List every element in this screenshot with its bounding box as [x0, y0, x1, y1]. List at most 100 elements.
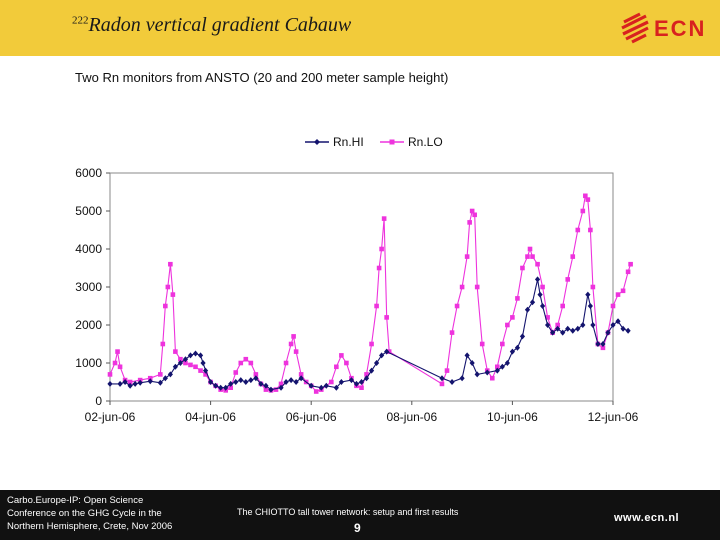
data-point-rnhi: [570, 327, 576, 334]
data-point-rnlo: [500, 341, 505, 347]
data-point-rnhi: [575, 325, 581, 332]
y-tick-label: 1000: [75, 356, 102, 370]
data-point-rnlo: [575, 227, 581, 233]
data-point-rnlo: [459, 284, 465, 290]
data-point-rnlo: [449, 330, 455, 335]
data-point-rnlo: [560, 303, 565, 309]
chart-subtitle: Two Rn monitors from ANSTO (20 and 200 m…: [75, 70, 449, 85]
data-point-rnlo: [580, 208, 586, 214]
data-point-rnhi: [228, 380, 234, 387]
data-point-rnlo: [178, 356, 183, 362]
title-text: Radon vertical gradient Cabauw: [88, 14, 352, 36]
data-point-rnhi: [202, 367, 209, 374]
data-point-rnhi: [550, 329, 556, 336]
data-point-rnlo: [464, 254, 470, 259]
data-point-rnlo: [313, 389, 319, 394]
data-point-rnlo: [160, 341, 166, 347]
page-title: 222Radon vertical gradient Cabauw: [72, 14, 351, 37]
data-point-rnhi: [208, 379, 214, 385]
data-point-rnhi: [358, 379, 365, 385]
x-tick-label: 12-jun-06: [588, 410, 639, 424]
data-point-rnhi: [283, 379, 289, 385]
data-point-rnhi: [519, 333, 526, 340]
data-point-rnlo: [334, 364, 339, 370]
data-point-rnhi: [197, 352, 204, 359]
data-point-rnhi: [379, 352, 385, 359]
data-point-rnhi: [338, 379, 344, 385]
data-point-rnlo: [600, 345, 606, 351]
data-point-rnhi: [565, 325, 571, 332]
y-tick-label: 4000: [75, 242, 102, 256]
data-point-rnlo: [198, 368, 203, 373]
data-point-rnlo: [288, 341, 294, 347]
data-point-rnhi: [122, 379, 128, 385]
data-point-rnhi: [248, 377, 254, 384]
data-point-rnlo: [628, 261, 633, 267]
data-point-rnlo: [379, 246, 384, 252]
footer-conference-line1: Carbo.Europe-IP: Open Science: [7, 495, 144, 506]
data-point-rnlo: [467, 220, 472, 225]
data-point-rnhi: [534, 276, 541, 283]
data-point-rnlo: [243, 356, 249, 362]
data-point-rnhi: [504, 360, 510, 366]
data-point-rnhi: [137, 379, 143, 386]
data-point-rnlo: [479, 341, 485, 347]
data-point-rnlo: [545, 315, 550, 320]
data-point-rnlo: [610, 303, 616, 309]
data-point-rnhi: [499, 363, 505, 370]
data-point-rnhi: [610, 322, 616, 328]
ecn-logo-text: ECN: [654, 16, 706, 41]
y-tick-label: 0: [95, 394, 102, 408]
page-number: 9: [354, 521, 361, 535]
data-point-rnlo: [278, 381, 284, 387]
legend-marker-rnlo: [389, 139, 395, 145]
footer-url: www.ecn.nl: [614, 512, 680, 524]
data-point-rnhi: [555, 325, 561, 332]
y-tick-label: 2000: [75, 318, 102, 332]
data-point-rnhi: [233, 379, 239, 385]
data-point-rnhi: [494, 367, 500, 374]
data-point-rnhi: [213, 382, 219, 389]
data-point-rnhi: [318, 384, 324, 391]
data-point-rnlo: [183, 360, 188, 366]
data-point-rnhi: [539, 303, 546, 309]
data-point-rnlo: [369, 341, 374, 347]
data-point-rnhi: [172, 363, 178, 370]
data-point-rnlo: [203, 372, 208, 377]
data-point-rnlo: [535, 261, 540, 267]
data-point-rnhi: [449, 379, 455, 385]
x-tick-label: 04-jun-06: [185, 410, 236, 424]
data-point-rnhi: [147, 378, 153, 385]
data-point-rnlo: [469, 208, 475, 214]
data-point-rnhi: [469, 360, 475, 366]
data-point-rnlo: [565, 277, 571, 282]
data-point-rnhi: [238, 377, 244, 384]
data-point-rnhi: [590, 322, 596, 328]
footer-conference-line3: Northern Hemisphere, Crete, Nov 2006: [7, 521, 173, 532]
data-point-rnhi: [509, 348, 515, 355]
data-point-rnlo: [238, 360, 244, 366]
data-point-rnlo: [115, 349, 120, 354]
data-point-rnlo: [625, 269, 631, 275]
data-point-rnhi: [585, 291, 591, 298]
data-point-rnlo: [147, 375, 153, 381]
data-point-rnhi: [218, 384, 224, 391]
data-point-rnhi: [625, 327, 631, 334]
data-point-rnlo: [381, 216, 387, 221]
data-point-rnlo: [359, 385, 364, 390]
data-point-rnlo: [291, 334, 296, 339]
data-point-rnlo: [615, 292, 621, 297]
data-point-rnlo: [158, 372, 163, 377]
legend-label-rnlo: Rn.LO: [408, 135, 443, 149]
ecn-logo: ECN: [621, 12, 706, 44]
data-point-rnlo: [384, 315, 389, 320]
data-point-rnhi: [595, 341, 601, 347]
x-tick-label: 02-jun-06: [85, 410, 136, 424]
data-point-rnhi: [464, 352, 470, 359]
plot-area: [109, 172, 614, 402]
data-point-rnlo: [298, 372, 304, 377]
data-point-rnlo: [329, 379, 334, 385]
data-point-rnlo: [112, 360, 118, 366]
data-point-rnlo: [555, 322, 560, 328]
data-point-rnlo: [364, 372, 369, 377]
